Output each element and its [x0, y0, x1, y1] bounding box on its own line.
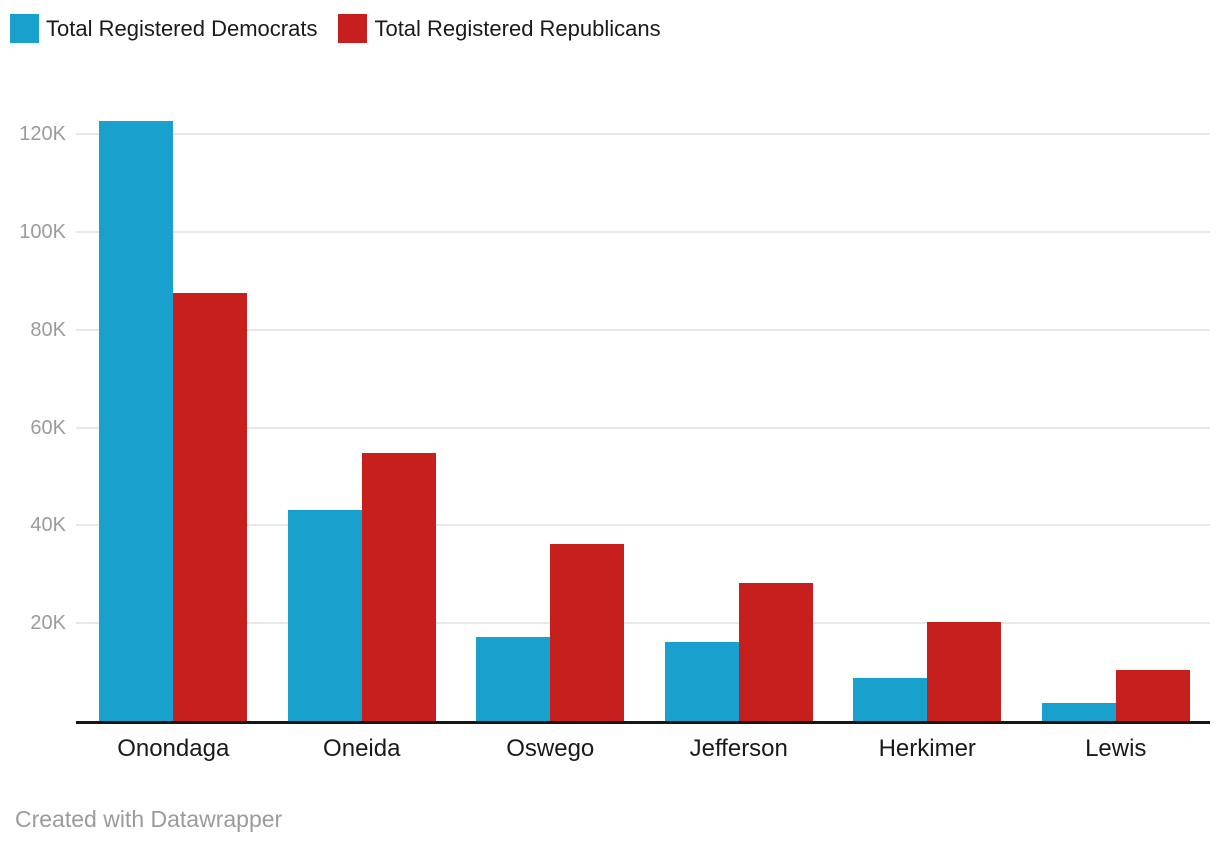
bar-jefferson-republicans[interactable] [738, 583, 813, 721]
gridline-20K [76, 622, 1210, 625]
legend-label-republicans: Total Registered Republicans [374, 16, 661, 41]
bar-lewis-democrats[interactable] [1041, 703, 1116, 721]
x-axis-label-lewis: Lewis [1085, 735, 1147, 762]
y-axis-tick-120K: 120K [19, 123, 66, 146]
gridline-60K [76, 426, 1210, 429]
bar-onondaga-republicans[interactable] [173, 292, 248, 721]
bar-herkimer-republicans[interactable] [927, 621, 1002, 721]
legend: Total Registered Democrats Total Registe… [10, 14, 661, 43]
x-axis-line [76, 721, 1210, 724]
y-axis-tick-20K: 20K [30, 612, 66, 635]
legend-item-democrats: Total Registered Democrats [10, 14, 317, 43]
legend-item-republicans: Total Registered Republicans [338, 14, 661, 43]
x-axis-label-onondaga: Onondaga [117, 735, 230, 762]
y-axis-tick-40K: 40K [30, 514, 66, 537]
gridline-80K [76, 328, 1210, 331]
bar-herkimer-democrats[interactable] [853, 677, 928, 721]
democrats-color-swatch [10, 14, 39, 43]
y-axis-tick-60K: 60K [30, 416, 66, 439]
legend-label-democrats: Total Registered Democrats [46, 16, 318, 41]
bar-oswego-democrats[interactable] [476, 636, 551, 721]
datawrapper-attribution-link[interactable]: Created with Datawrapper [15, 806, 283, 832]
gridline-120K [76, 133, 1210, 136]
y-axis-tick-100K: 100K [19, 221, 66, 243]
bar-oswego-republicans[interactable] [550, 543, 625, 721]
bar-onondaga-democrats[interactable] [99, 120, 174, 721]
y-axis-tick-80K: 80K [30, 318, 66, 341]
bar-oneida-democrats[interactable] [287, 510, 362, 721]
x-axis-label-oswego: Oswego [506, 735, 595, 762]
x-axis-label-herkimer: Herkimer [878, 735, 976, 762]
gridline-40K [76, 524, 1210, 527]
bar-oneida-republicans[interactable] [361, 452, 436, 721]
x-axis-label-oneida: Oneida [323, 735, 401, 762]
bar-lewis-republicans[interactable] [1115, 670, 1190, 721]
gridline-100K [76, 231, 1210, 233]
bar-jefferson-democrats[interactable] [664, 641, 739, 721]
x-axis-label-jefferson: Jefferson [689, 735, 788, 762]
republicans-color-swatch [338, 14, 368, 43]
